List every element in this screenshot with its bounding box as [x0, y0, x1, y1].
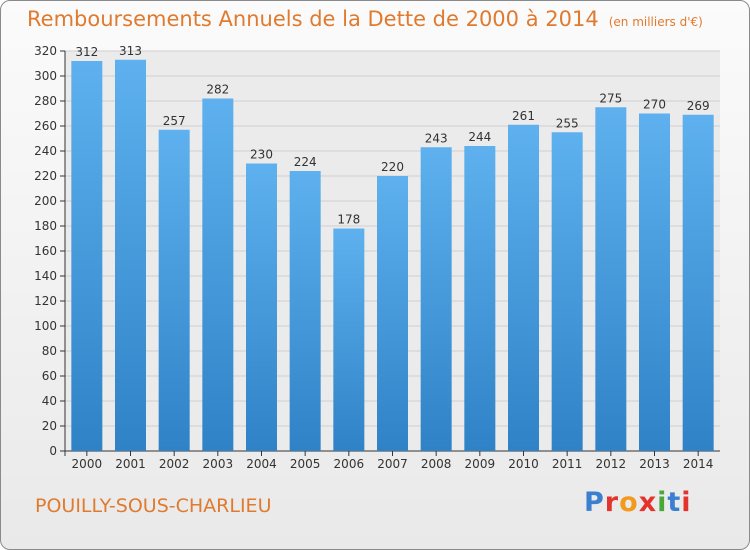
- bar: [246, 163, 277, 451]
- x-tick-label: 2002: [159, 457, 190, 471]
- x-tick-label: 2013: [639, 457, 670, 471]
- bar: [595, 107, 627, 451]
- logo-letter: i: [681, 487, 692, 518]
- bar: [551, 132, 583, 451]
- x-tick-label: 2004: [246, 457, 277, 471]
- y-tick-label: 300: [34, 69, 57, 83]
- data-label: 275: [599, 91, 622, 105]
- y-tick-label: 100: [34, 319, 57, 333]
- y-tick-label: 240: [34, 144, 57, 158]
- data-label: 243: [425, 131, 448, 145]
- data-label: 224: [294, 155, 317, 169]
- data-label: 255: [556, 116, 579, 130]
- y-tick-label: 140: [34, 269, 57, 283]
- data-label: 261: [512, 109, 535, 123]
- logo-letter: P: [584, 487, 605, 518]
- data-label: 230: [250, 148, 273, 162]
- y-tick-label: 320: [34, 44, 57, 58]
- y-tick-label: 0: [49, 444, 57, 458]
- logo-letter: x: [638, 487, 658, 518]
- y-tick-label: 260: [34, 119, 57, 133]
- chart-title: Remboursements Annuels de la Dette de 20…: [27, 7, 703, 31]
- bar: [333, 228, 365, 451]
- commune-name: POUILLY-SOUS-CHARLIEU: [35, 495, 272, 517]
- y-tick-label: 280: [34, 94, 57, 108]
- data-label: 312: [75, 45, 98, 59]
- y-tick-label: 60: [42, 369, 57, 383]
- logo-letter: t: [667, 487, 682, 518]
- x-tick-label: 2006: [334, 457, 365, 471]
- x-tick-label: 2000: [72, 457, 103, 471]
- x-tick-label: 2014: [683, 457, 714, 471]
- proxiti-logo: Proxiti: [584, 487, 692, 518]
- bar: [464, 146, 496, 451]
- bar: [202, 98, 234, 451]
- logo-letter: r: [604, 487, 620, 518]
- y-tick-label: 200: [34, 194, 57, 208]
- bar: [377, 176, 408, 451]
- data-label: 244: [468, 130, 491, 144]
- data-label: 282: [206, 83, 229, 97]
- x-tick-label: 2003: [203, 457, 234, 471]
- x-tick-label: 2005: [290, 457, 321, 471]
- y-tick-label: 160: [34, 244, 57, 258]
- bar: [71, 61, 103, 451]
- y-tick-label: 220: [34, 169, 57, 183]
- bar: [639, 113, 670, 451]
- data-label: 220: [381, 160, 404, 174]
- logo-letter: i: [657, 487, 668, 518]
- x-tick-label: 2001: [115, 457, 146, 471]
- data-label: 270: [643, 98, 666, 112]
- bar: [158, 129, 190, 451]
- bar: [508, 124, 539, 451]
- bar: [115, 59, 146, 451]
- bar: [682, 114, 714, 451]
- x-tick-label: 2012: [596, 457, 627, 471]
- y-tick-label: 40: [42, 394, 57, 408]
- y-tick-label: 80: [42, 344, 57, 358]
- x-tick-label: 2010: [508, 457, 539, 471]
- x-tick-label: 2007: [377, 457, 408, 471]
- data-label: 178: [337, 213, 360, 227]
- data-label: 257: [163, 114, 186, 128]
- y-tick-label: 20: [42, 419, 57, 433]
- bar: [420, 147, 452, 451]
- data-label: 313: [119, 44, 142, 58]
- x-tick-label: 2009: [465, 457, 496, 471]
- logo-letter: o: [619, 487, 639, 518]
- unit-note: (en milliers d'€): [608, 15, 703, 29]
- bar: [289, 171, 321, 451]
- y-tick-label: 120: [34, 294, 57, 308]
- x-tick-label: 2011: [552, 457, 583, 471]
- x-tick-label: 2008: [421, 457, 452, 471]
- y-tick-label: 180: [34, 219, 57, 233]
- data-label: 269: [687, 99, 710, 113]
